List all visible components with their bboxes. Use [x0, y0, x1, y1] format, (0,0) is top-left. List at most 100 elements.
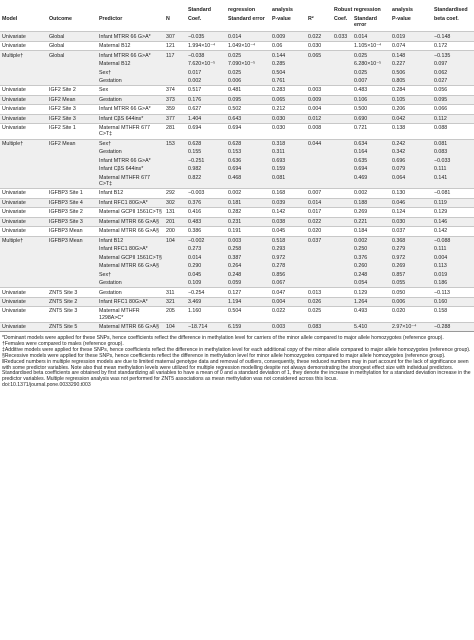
- cell-se: 0.258: [228, 246, 242, 253]
- cell-coef-r: [332, 245, 352, 253]
- cell-r2: [306, 68, 332, 76]
- cell-r2: 0.013: [306, 287, 332, 298]
- cell-se-r: 0.269: [352, 207, 390, 218]
- cell-predictor: Infant MTRR 66 G>A*: [99, 157, 151, 164]
- cell-coef-r: [332, 50, 352, 60]
- cell-se-r: 0.493: [352, 306, 390, 323]
- cell-n: [164, 165, 186, 173]
- cell-n: [164, 77, 186, 86]
- cell-beta: −0.113: [432, 287, 474, 298]
- cell-p-r: 0.042: [390, 113, 432, 124]
- cell-se-r: 0.690: [352, 113, 390, 124]
- cell-model: Univariate: [0, 207, 47, 218]
- cell-beta: 0.158: [432, 306, 474, 323]
- cell-outcome: Global: [47, 31, 97, 42]
- cell-r2: [306, 77, 332, 86]
- table-row: Gestation 0.109 0.059 0.067 0.054 0.055 0.186: [0, 278, 474, 288]
- cell-se-r: 0.634: [352, 138, 390, 149]
- cell-outcome: IGF2 Site 2: [47, 85, 97, 96]
- cell-beta: 0.111: [434, 166, 447, 173]
- cell-coef: 0.045: [188, 271, 202, 278]
- cell-p-r: 0.857: [392, 271, 406, 278]
- cell-p: 0.022: [270, 306, 306, 323]
- cell-model: Univariate: [0, 85, 47, 96]
- cell-se-r: 1.264: [352, 296, 390, 307]
- cell-r2: [306, 262, 332, 270]
- cell-p-r: 0.046: [390, 197, 432, 208]
- cell-se: 1.194: [226, 296, 270, 307]
- cell-beta: 0.062: [434, 69, 448, 76]
- cell-predictor: Maternal B12: [99, 61, 131, 68]
- cell-n: [164, 68, 186, 76]
- cell-p-r: 0.130: [390, 188, 432, 199]
- cell-p: 0.06: [270, 40, 306, 51]
- cell-outcome: ZNT5 Site 3: [47, 287, 97, 298]
- cell-predictor: Infant CβS 644ins*: [97, 113, 164, 124]
- cell-predictor: Maternal MTRR 66 G>A§: [97, 216, 164, 227]
- cell-coef: 0.014: [188, 254, 202, 261]
- table-row: Univariate ZNT5 Site 3 Maternal MTHFR 1298…: [0, 306, 474, 323]
- cell-outcome: [47, 148, 97, 156]
- cell-coef: 0.483: [186, 216, 226, 227]
- cell-n: [164, 270, 186, 278]
- cell-p: 0.159: [272, 166, 286, 173]
- cell-coef: −18.714: [186, 321, 226, 332]
- header-robust-regression: Robust regression: [334, 7, 381, 13]
- cell-model: Univariate: [0, 321, 47, 332]
- header-standard-error: Standard error: [228, 16, 265, 23]
- table-row: Sex† 0.045 0.248 0.856 0.248 0.857 0.019: [0, 270, 474, 279]
- cell-beta: 0.095: [432, 94, 474, 105]
- cell-outcome: IGFBP3 Site 1: [47, 188, 97, 199]
- cell-coef: 1.994×10⁻⁴: [186, 40, 226, 51]
- header-r2: R²: [308, 16, 314, 23]
- cell-beta: 0.142: [432, 226, 474, 236]
- cell-p: 0.504: [272, 69, 286, 76]
- cell-n: 205: [164, 306, 186, 323]
- cell-se: 1.049×10⁻⁴: [226, 40, 270, 51]
- cell-outcome: [47, 165, 97, 173]
- cell-outcome: ZNT5 Site 2: [47, 296, 97, 307]
- footnote: §Recessive models were applied for these…: [2, 352, 446, 359]
- cell-beta: 0.019: [434, 271, 448, 278]
- cell-predictor: Infant B12: [97, 235, 164, 245]
- table-row: Univariate ZNT5 Site 3 Gestation 311 −0.254 0…: [0, 287, 474, 298]
- cell-beta: 0.119: [432, 197, 474, 208]
- cell-coef: 0.109: [188, 280, 202, 287]
- cell-model: [0, 148, 47, 156]
- cell-n: [164, 148, 186, 156]
- cell-outcome: Global: [47, 40, 97, 51]
- cell-p: 0.067: [272, 280, 286, 287]
- cell-predictor: Gestation: [99, 280, 122, 287]
- table-body: Standard regression analysis Robust regr…: [0, 4, 474, 332]
- cell-n: [164, 60, 186, 68]
- cell-p-r: 0.006: [390, 296, 432, 307]
- table-row: Univariate Global Infant MTRR 66 G>A* 307 −0…: [0, 31, 474, 42]
- cell-r2: [306, 157, 332, 165]
- cell-predictor: Sex†: [99, 69, 112, 76]
- cell-se-r: 0.721: [352, 123, 390, 140]
- cell-p-r: 0.227: [392, 61, 406, 68]
- cell-coef-r: [332, 262, 352, 270]
- cell-n: 311: [164, 287, 186, 298]
- cell-beta: 0.113: [434, 263, 447, 270]
- cell-n: 200: [164, 226, 186, 236]
- cell-r2: 0.037: [306, 235, 332, 245]
- table-row: Univariate Global Maternal B12 121 1.994×10⁻…: [0, 40, 474, 51]
- cell-n: 377: [164, 113, 186, 124]
- cell-model: Multiple†: [0, 50, 47, 60]
- cell-p-r: 0.037: [390, 226, 432, 236]
- cell-coef-r: [332, 174, 352, 189]
- cell-n: 373: [164, 94, 186, 105]
- cell-r2: [306, 245, 332, 253]
- cell-p-r: 0.030: [390, 216, 432, 227]
- cell-p: 0.038: [270, 216, 306, 227]
- cell-r2: [306, 270, 332, 278]
- cell-coef: 0.176: [186, 94, 226, 105]
- cell-outcome: IGF2 Mean: [47, 94, 97, 105]
- table-row: Multiple† IGFBP3 Mean Infant B12 104 −0.002 0…: [0, 235, 474, 245]
- table-row: Univariate IGF2 Mean Gestation 373 0.176 0.09…: [0, 94, 474, 105]
- cell-se: 0.264: [228, 263, 242, 270]
- cell-predictor: Infant RFC1 80G>A*: [97, 296, 164, 307]
- regression-table: Standard regression analysis Robust regr…: [0, 4, 474, 332]
- cell-n: [164, 157, 186, 165]
